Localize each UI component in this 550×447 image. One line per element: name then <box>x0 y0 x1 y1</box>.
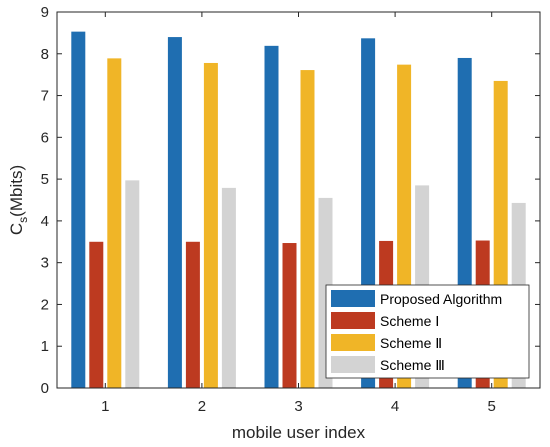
x-tick-label: 4 <box>391 398 399 415</box>
bar-series3-cat3 <box>300 70 315 388</box>
bar-series3-cat2 <box>203 62 218 388</box>
legend-swatch-series4 <box>331 356 375 373</box>
legend-swatch-series1 <box>331 290 375 307</box>
x-tick-label: 2 <box>198 398 206 415</box>
legend-label-series2: Scheme Ⅰ <box>380 313 439 329</box>
y-tick-label: 3 <box>41 255 49 272</box>
bar-series1-cat3 <box>264 45 279 389</box>
y-tick-label: 6 <box>41 129 49 146</box>
bar-series1-cat2 <box>167 37 182 388</box>
plot-frame <box>56 11 541 389</box>
legend: Proposed Algorithm Scheme Ⅰ Scheme Ⅱ Scheme… <box>325 284 530 379</box>
legend-label-series3: Scheme Ⅱ <box>380 335 442 351</box>
y-tick-label: 9 <box>41 4 49 21</box>
bar-series4-cat2 <box>221 187 236 388</box>
y-tick-label: 1 <box>41 338 49 355</box>
y-tick-label: 5 <box>41 171 49 188</box>
bar-series3-cat1 <box>107 58 122 389</box>
legend-label-series1: Proposed Algorithm <box>380 291 502 307</box>
y-tick-label: 8 <box>41 46 49 63</box>
y-tick-label: 4 <box>41 213 49 230</box>
legend-label-series4: Scheme Ⅲ <box>380 357 445 373</box>
y-tick-label: 0 <box>41 380 49 397</box>
y-tick-label: 7 <box>41 88 49 105</box>
bar-series1-cat1 <box>71 31 86 388</box>
bar-series2-cat2 <box>185 241 200 388</box>
x-axis-label: mobile user index <box>232 423 366 442</box>
legend-swatch-series3 <box>331 334 375 351</box>
y-tick-label: 2 <box>41 296 49 313</box>
bar-series2-cat1 <box>89 241 104 388</box>
x-tick-label: 1 <box>101 398 109 415</box>
bar-series2-cat3 <box>282 243 297 388</box>
x-tick-label: 3 <box>294 398 302 415</box>
y-axis-label-unit: (Mbits) <box>7 165 26 217</box>
bar-series4-cat1 <box>125 180 140 388</box>
y-axis-label-subscript: s <box>16 217 30 223</box>
y-axis-ticks: 0 1 2 3 4 5 6 7 8 9 <box>41 4 540 397</box>
legend-swatch-series2 <box>331 312 375 329</box>
x-tick-label: 5 <box>488 398 496 415</box>
x-axis-ticks: 1 2 3 4 5 <box>101 12 496 415</box>
y-axis-label: Cs(Mbits) <box>7 165 30 235</box>
